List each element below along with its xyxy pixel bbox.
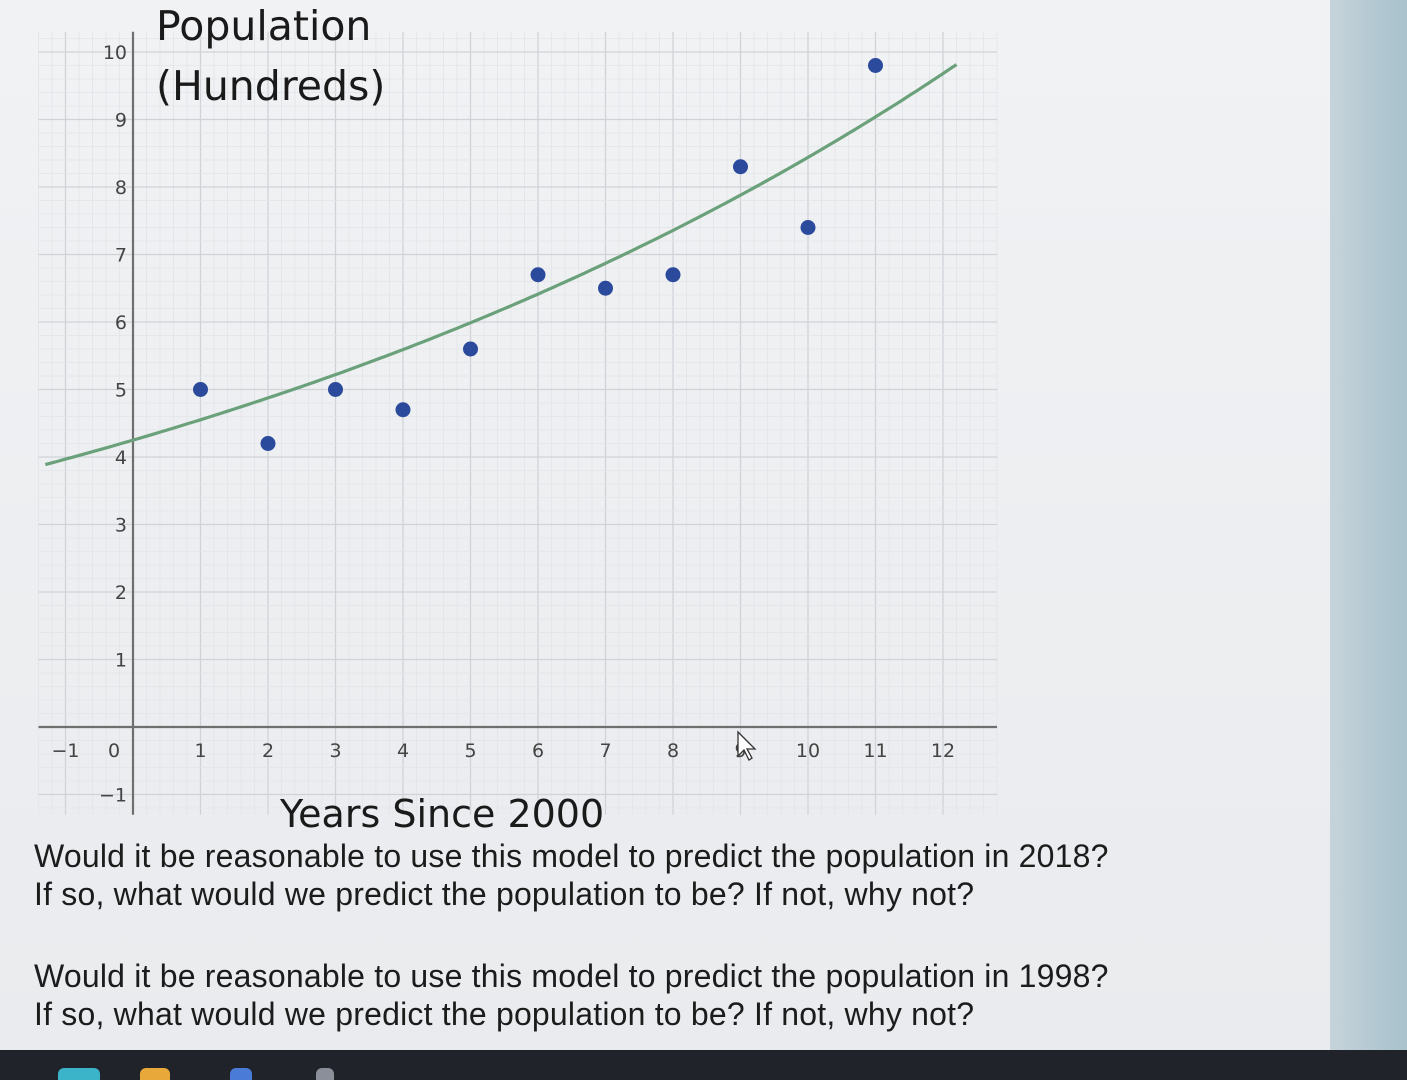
data-point	[260, 436, 276, 451]
x-tick-label: 0	[108, 740, 120, 762]
x-tick-label: 8	[667, 740, 679, 762]
mouse-cursor-icon	[737, 730, 757, 761]
x-tick-label: 4	[397, 740, 409, 762]
x-tick-label: 10	[796, 740, 820, 762]
data-point	[733, 159, 748, 175]
chart-trend-curve	[44, 63, 958, 467]
folder-icon[interactable]	[140, 1068, 170, 1080]
question-2-line-1: Would it be reasonable to use this model…	[34, 958, 1109, 994]
data-point	[328, 382, 343, 397]
y-tick-label: −1	[99, 785, 127, 807]
y-tick-label: 7	[115, 245, 127, 267]
data-point	[395, 402, 411, 418]
question-2-line-2: If so, what would we predict the populat…	[34, 996, 975, 1032]
y-tick-label: 6	[115, 312, 127, 334]
data-point	[868, 58, 883, 73]
chart-data-points	[193, 58, 883, 451]
y-tick-label: 4	[115, 447, 127, 469]
monitor-bezel	[1330, 0, 1407, 1080]
y-axis-title-line2: (Hundreds)	[156, 62, 386, 110]
data-point	[193, 382, 208, 397]
data-point	[665, 267, 681, 283]
x-tick-label: −1	[51, 740, 79, 762]
data-point	[463, 341, 478, 357]
x-tick-label: 5	[464, 740, 476, 762]
x-tick-label: 1	[194, 740, 206, 762]
app-icon[interactable]	[316, 1068, 334, 1080]
data-point	[598, 280, 613, 296]
x-tick-label: 6	[532, 740, 544, 762]
taskbar	[0, 1050, 1407, 1080]
question-1-line-1: Would it be reasonable to use this model…	[34, 838, 1109, 874]
x-tick-label: 3	[329, 740, 341, 762]
y-axis-title-line1: Population	[156, 2, 372, 50]
x-tick-label: 11	[863, 740, 887, 762]
x-tick-label: 7	[599, 740, 611, 762]
y-tick-label: 10	[103, 42, 127, 64]
y-tick-label: 1	[115, 650, 127, 672]
y-tick-label: 3	[115, 515, 127, 537]
y-tick-label: 5	[115, 380, 127, 402]
chart-grid	[38, 31, 998, 815]
data-point	[800, 220, 816, 235]
browser-icon[interactable]	[58, 1068, 100, 1080]
y-tick-label: 2	[115, 582, 127, 604]
question-1-line-2: If so, what would we predict the populat…	[34, 876, 975, 912]
x-tick-label: 2	[262, 740, 274, 762]
x-tick-label: 12	[931, 740, 955, 762]
chart-axes	[38, 31, 997, 815]
data-point	[530, 267, 546, 283]
y-tick-label: 9	[115, 110, 127, 132]
x-axis-title: Years Since 2000	[280, 792, 605, 836]
trend-curve-line	[44, 63, 958, 467]
app-icon[interactable]	[230, 1068, 252, 1080]
y-tick-label: 8	[115, 177, 127, 199]
